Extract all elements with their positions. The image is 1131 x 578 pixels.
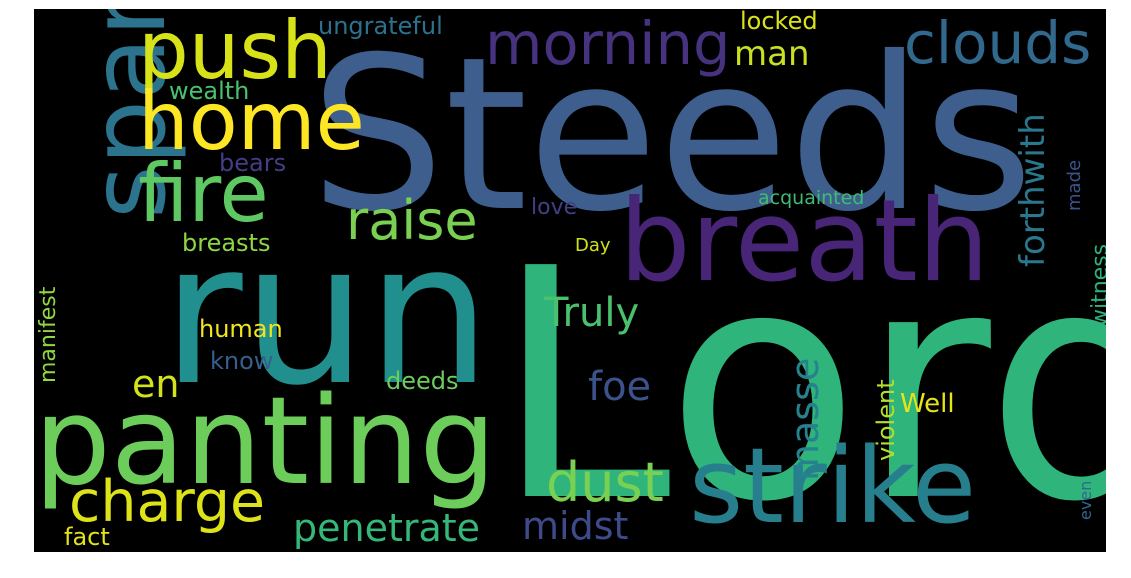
word-panting: panting bbox=[34, 371, 497, 512]
word-bears: bears bbox=[219, 149, 287, 177]
word-push: push bbox=[138, 9, 332, 97]
word-love: love bbox=[531, 195, 578, 220]
word-locked: locked bbox=[740, 9, 818, 35]
word-fact: fact bbox=[64, 523, 110, 551]
word-clouds: clouds bbox=[904, 9, 1092, 77]
word-run: run bbox=[162, 201, 492, 429]
word-penetrate: penetrate bbox=[293, 506, 481, 550]
word-deeds: deeds bbox=[386, 367, 459, 395]
word-fire: fire bbox=[138, 147, 269, 240]
word-lord: Lord bbox=[494, 201, 1106, 552]
word-know: know bbox=[210, 347, 274, 375]
word-home: home bbox=[138, 75, 365, 168]
word-day: Day bbox=[575, 235, 611, 256]
word-breasts: breasts bbox=[182, 229, 271, 257]
word-ungrateful: ungrateful bbox=[318, 12, 443, 40]
word-breath: breath bbox=[619, 175, 990, 307]
word-charge: charge bbox=[69, 469, 266, 535]
word-well: Well bbox=[900, 389, 955, 419]
word-forthwith: forthwith bbox=[1013, 113, 1053, 267]
word-even: even bbox=[1076, 480, 1095, 520]
word-en: en bbox=[132, 362, 180, 406]
word-wealth: wealth bbox=[169, 77, 250, 105]
word-manifest: manifest bbox=[36, 286, 61, 383]
word-midst: midst bbox=[522, 504, 629, 548]
word-truly: Truly bbox=[544, 290, 640, 336]
word-morning: morning bbox=[485, 9, 731, 78]
word-steeds: Steeds bbox=[310, 11, 1034, 258]
word-foe: foe bbox=[588, 364, 652, 410]
word-cloud: Lord Steeds run breath panting strike sp… bbox=[34, 9, 1106, 552]
word-strike: strike bbox=[689, 425, 977, 547]
word-witness: witness bbox=[1088, 243, 1106, 327]
word-masse: masse bbox=[783, 357, 827, 481]
word-dust: dust bbox=[546, 451, 664, 514]
word-violent: violent bbox=[872, 379, 900, 461]
word-human: human bbox=[199, 315, 283, 343]
word-raise: raise bbox=[346, 189, 478, 252]
word-made: made bbox=[1064, 159, 1085, 211]
word-acquainted: acquainted bbox=[758, 187, 865, 209]
word-man: man bbox=[734, 34, 810, 74]
